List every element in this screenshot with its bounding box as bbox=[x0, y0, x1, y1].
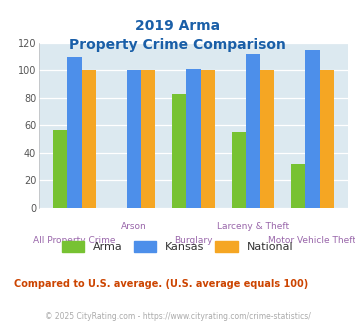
Bar bbox=[82, 70, 96, 208]
Bar bbox=[260, 70, 274, 208]
Bar bbox=[141, 70, 155, 208]
Bar bbox=[172, 94, 186, 208]
Bar bbox=[186, 69, 201, 208]
Bar bbox=[291, 164, 305, 208]
Bar bbox=[305, 50, 320, 208]
Bar bbox=[246, 54, 260, 208]
Text: Property Crime Comparison: Property Crime Comparison bbox=[69, 38, 286, 51]
Text: © 2025 CityRating.com - https://www.cityrating.com/crime-statistics/: © 2025 CityRating.com - https://www.city… bbox=[45, 312, 310, 321]
Bar bbox=[53, 129, 67, 208]
Text: 2019 Arma: 2019 Arma bbox=[135, 19, 220, 33]
Text: Compared to U.S. average. (U.S. average equals 100): Compared to U.S. average. (U.S. average … bbox=[14, 279, 308, 289]
Text: All Property Crime: All Property Crime bbox=[33, 236, 116, 245]
Bar bbox=[231, 132, 246, 208]
Text: Motor Vehicle Theft: Motor Vehicle Theft bbox=[268, 236, 355, 245]
Text: Larceny & Theft: Larceny & Theft bbox=[217, 222, 289, 231]
Bar bbox=[67, 57, 82, 208]
Bar bbox=[201, 70, 215, 208]
Bar bbox=[320, 70, 334, 208]
Bar bbox=[127, 70, 141, 208]
Text: Burglary: Burglary bbox=[174, 236, 213, 245]
Legend: Arma, Kansas, National: Arma, Kansas, National bbox=[58, 237, 297, 257]
Text: Arson: Arson bbox=[121, 222, 147, 231]
